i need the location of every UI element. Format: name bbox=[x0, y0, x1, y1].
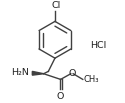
Text: HCl: HCl bbox=[90, 41, 106, 50]
Text: O: O bbox=[68, 69, 76, 78]
Text: CH₃: CH₃ bbox=[84, 75, 99, 84]
Text: H₂N: H₂N bbox=[11, 68, 29, 77]
Text: O: O bbox=[57, 92, 64, 101]
Text: Cl: Cl bbox=[51, 1, 60, 10]
Polygon shape bbox=[32, 71, 44, 75]
